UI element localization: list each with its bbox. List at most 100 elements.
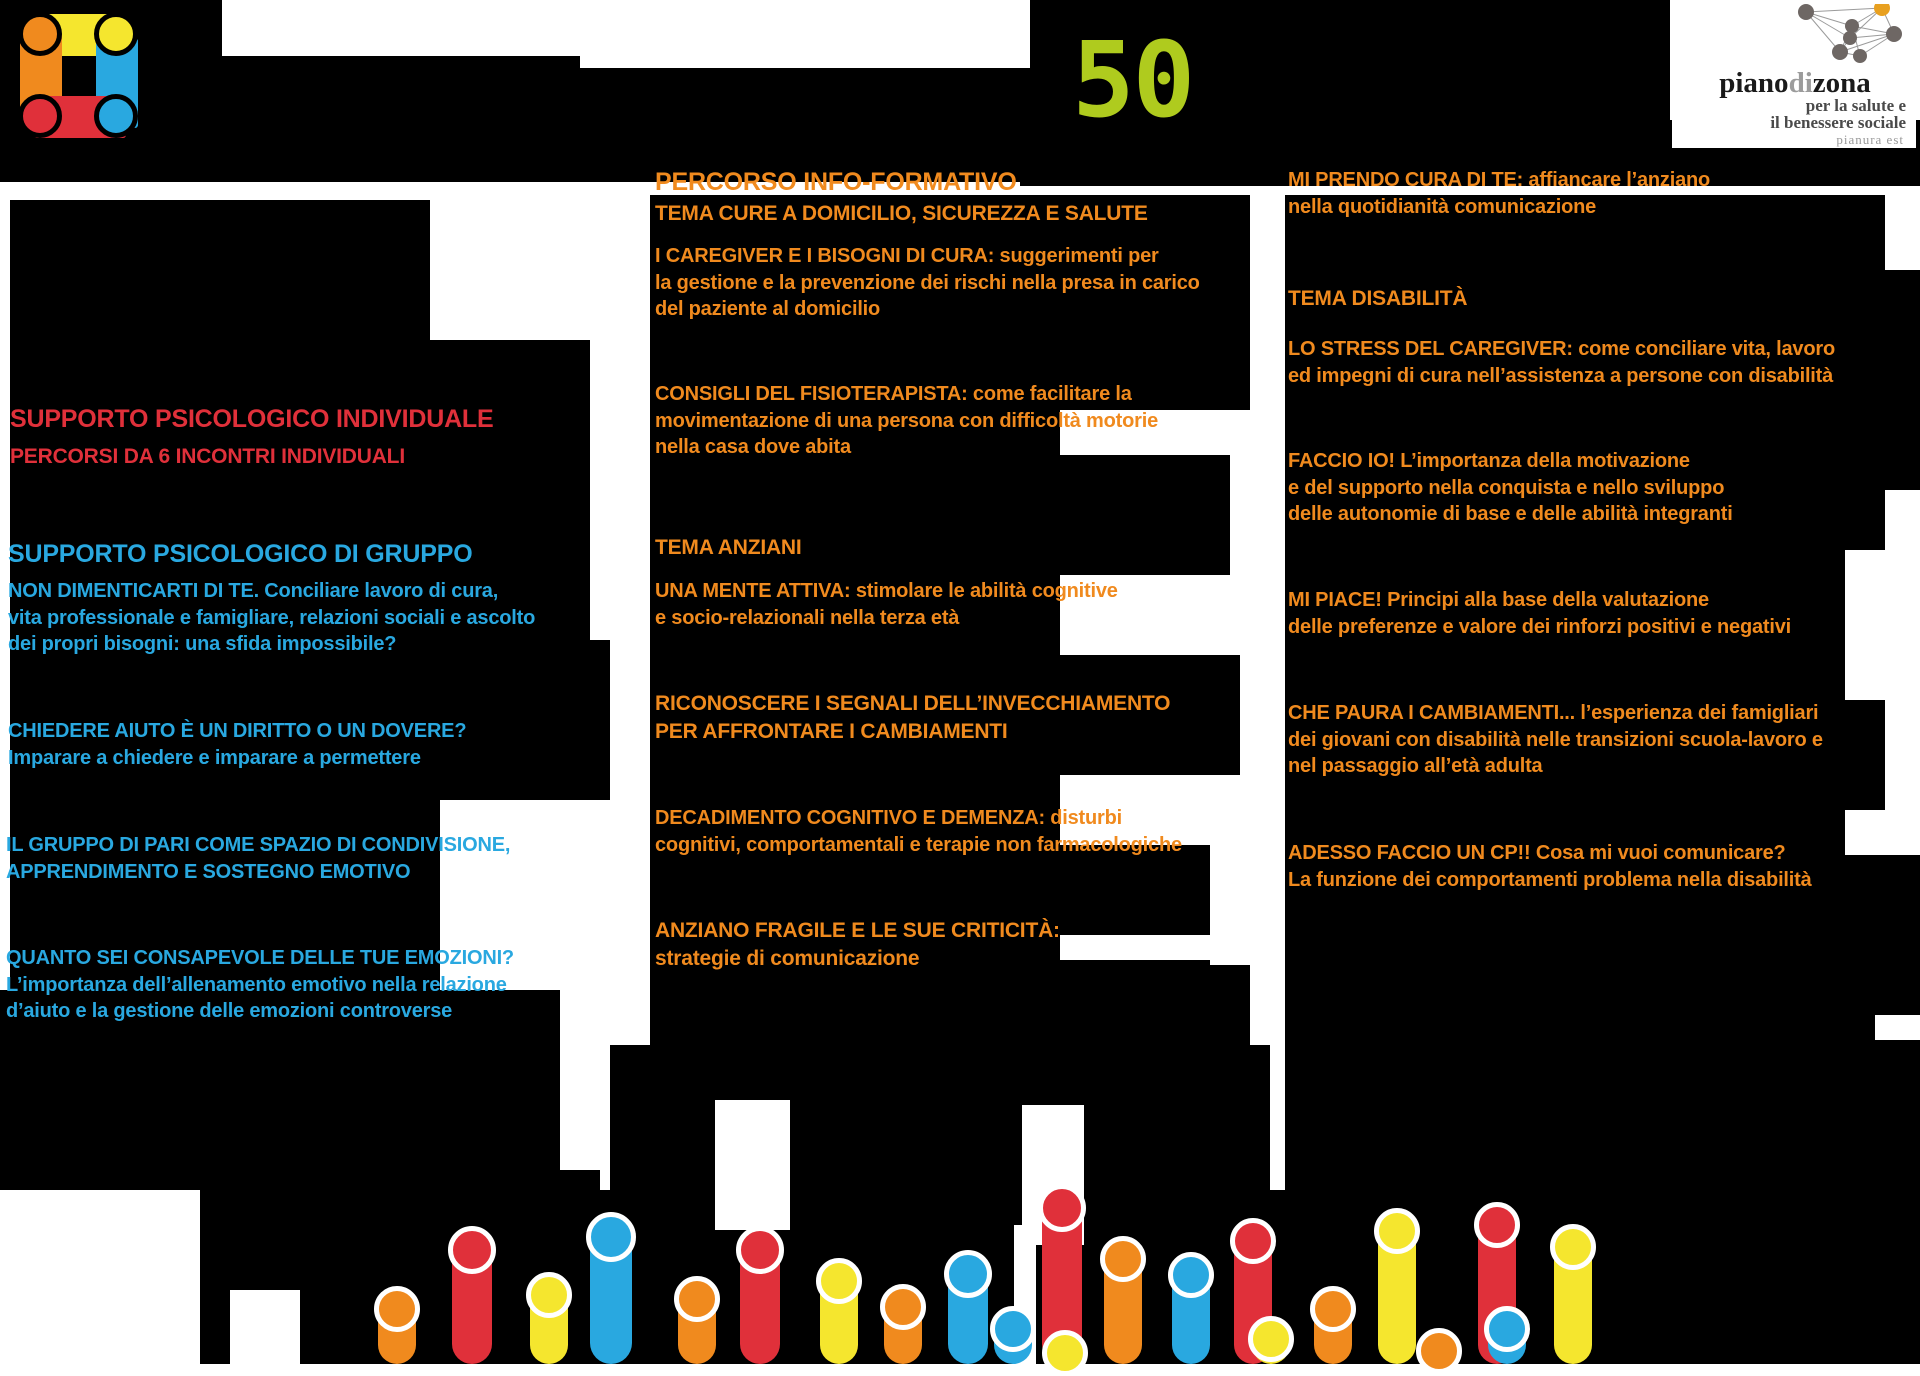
- left-item-4: QUANTO SEI CONSAPEVOLE DELLE TUE EMOZION…: [6, 947, 514, 1023]
- white-notch-2: [590, 440, 650, 640]
- pill-cap-circle-icon: [990, 1306, 1036, 1352]
- pill-bar: [1248, 1316, 1294, 1364]
- pianodizona-logo: pianodizona per la salute e il benessere…: [1672, 2, 1916, 148]
- anniversary-number: 50: [1072, 19, 1195, 141]
- left-panel-3: [10, 640, 610, 800]
- pill-cap-circle-icon: [1042, 1330, 1088, 1376]
- pill-cap-circle-icon: [1374, 1208, 1420, 1254]
- white-notch-1: [430, 200, 590, 340]
- pill-bar: [674, 1276, 720, 1364]
- white-notch-4: [560, 990, 610, 1170]
- logo-ring-top-right: [94, 12, 138, 56]
- left-panel-4: [10, 800, 440, 990]
- network-graph-icon: [1798, 4, 1902, 63]
- pill-bar: [1484, 1306, 1530, 1364]
- mid-theme-1: TEMA CURE A DOMICILIO, SICUREZZA E SALUT…: [655, 202, 1148, 225]
- logo-ring-bottom-left: [18, 94, 62, 138]
- pill-cap-circle-icon: [1230, 1218, 1276, 1264]
- mid-item-1: I CAREGIVER E I BISOGNI DI CURA: suggeri…: [655, 245, 1200, 321]
- brand-tagline-line2: il benessere sociale: [1770, 113, 1906, 132]
- pill-bar: [374, 1286, 420, 1364]
- brand-zona: zona: [1812, 67, 1871, 99]
- mid-panel-3b: [650, 655, 1240, 775]
- left-item-3: IL GRUPPO DI PARI COME SPAZIO DI CONDIVI…: [6, 834, 511, 883]
- pill-cap-circle-icon: [944, 1250, 992, 1298]
- pill-bar: [816, 1258, 862, 1364]
- mid-theme-2: TEMA ANZIANI: [655, 536, 802, 559]
- mid-panel-1b: [650, 300, 1090, 410]
- pill-cap-circle-icon: [586, 1212, 636, 1262]
- white-notch-12: [1875, 1015, 1920, 1040]
- pill-cap-circle-icon: [1484, 1306, 1530, 1352]
- right-panel-2: [1285, 270, 1920, 440]
- pill-bar: [736, 1226, 784, 1364]
- mid-item-6: ANZIANO FRAGILE E LE SUE CRITICITÀ: stra…: [655, 919, 1060, 970]
- logo-ring-top-left: [18, 12, 62, 56]
- left-item-2: CHIEDERE AIUTO È UN DIRITTO O UN DOVERE?…: [8, 720, 467, 769]
- left-panel-2: [10, 340, 590, 640]
- pill-bar: [1100, 1236, 1146, 1364]
- right-item-3: MI PIACE! Principi alla base della valut…: [1288, 589, 1792, 638]
- right-item-5: ADESSO FACCIO UN CP!! Cosa mi vuoi comun…: [1288, 842, 1812, 891]
- pill-bar: [1550, 1224, 1596, 1364]
- brand-di: di: [1788, 67, 1813, 99]
- white-notch-6: [1060, 410, 1250, 455]
- right-panel-7: [1285, 850, 1920, 1020]
- pill-cap-circle-icon: [674, 1276, 720, 1322]
- header-band-segment-3: [430, 68, 1030, 182]
- pill-cap-circle-icon: [1168, 1252, 1214, 1298]
- mid-title: PERCORSO INFO-FORMATIVO: [655, 168, 1017, 196]
- pill-bar: [1042, 1330, 1088, 1376]
- pill-cap-circle-icon: [1310, 1286, 1356, 1332]
- white-notch-14: [715, 1100, 790, 1230]
- mid-panel-2b: [650, 455, 1230, 575]
- left-section1-title: SUPPORTO PSICOLOGICO INDIVIDUALE: [10, 405, 494, 433]
- logo-ring-bottom-right: [94, 94, 138, 138]
- pill-bar: [448, 1226, 496, 1364]
- brand-piano: piano: [1719, 67, 1789, 99]
- white-notch-11: [1845, 810, 1920, 855]
- right-panel-3b: [1285, 430, 1920, 490]
- brand-wordmark: pianodizona: [1678, 68, 1912, 98]
- white-notch-3: [440, 800, 610, 990]
- white-notch-10: [1845, 550, 1920, 700]
- pill-bar: [1374, 1208, 1420, 1364]
- pill-cap-circle-icon: [880, 1284, 926, 1330]
- left-item-1: NON DIMENTICARTI DI TE. Conciliare lavor…: [8, 580, 536, 656]
- pill-cap-circle-icon: [1038, 1184, 1086, 1232]
- pill-cap-circle-icon: [1550, 1224, 1596, 1270]
- left-section1-subtitle: PERCORSI DA 6 INCONTRI INDIVIDUALI: [10, 445, 405, 468]
- header-band-segment-7: [1660, 0, 1670, 40]
- mid-item-2: CONSIGLI DEL FISIOTERAPISTA: come facili…: [655, 383, 1158, 459]
- white-notch-5: [230, 1290, 300, 1364]
- pill-bar: [1310, 1286, 1356, 1364]
- pill-cap-circle-icon: [1100, 1236, 1146, 1282]
- mid-item-5: DECADIMENTO COGNITIVO E DEMENZA: disturb…: [655, 807, 1182, 856]
- pill-cap-circle-icon: [448, 1226, 496, 1274]
- pill-bar: [526, 1272, 572, 1364]
- right-item-2: FACCIO IO! L’importanza della motivazion…: [1288, 450, 1733, 526]
- brand-tagline-line1: per la salute e: [1805, 96, 1906, 115]
- right-item-4: CHE PAURA I CAMBIAMENTI... l’esperienza …: [1288, 702, 1823, 778]
- pill-cap-circle-icon: [816, 1258, 862, 1304]
- white-notch-9: [1210, 845, 1250, 965]
- pill-bar: [880, 1284, 926, 1364]
- pill-cap-circle-icon: [1474, 1202, 1520, 1248]
- left-section2-title: SUPPORTO PSICOLOGICO DI GRUPPO: [8, 540, 473, 568]
- right-panel-4: [1285, 550, 1845, 710]
- pill-bar: [944, 1250, 992, 1364]
- brand-region: pianura est: [1836, 132, 1904, 147]
- mid-item-3: UNA MENTE ATTIVA: stimolare le abilità c…: [655, 580, 1118, 629]
- mid-item-4: RICONOSCERE I SEGNALI DELL’INVECCHIAMENT…: [655, 692, 1171, 743]
- pill-cap-circle-icon: [374, 1286, 420, 1332]
- white-notch-8: [1060, 775, 1250, 810]
- pill-cap-circle-icon: [526, 1272, 572, 1318]
- pill-bar: [586, 1212, 636, 1364]
- mid-panel-4b: [650, 845, 1210, 935]
- white-notch-7: [1060, 575, 1250, 620]
- pill-cap-circle-icon: [1416, 1328, 1462, 1374]
- pill-cap-circle-icon: [736, 1226, 784, 1274]
- right-panel-5: [1285, 700, 1885, 820]
- pill-bar: [1416, 1328, 1462, 1374]
- right-item-0: MI PRENDO CURA DI TE: affiancare l’anzia…: [1288, 169, 1711, 218]
